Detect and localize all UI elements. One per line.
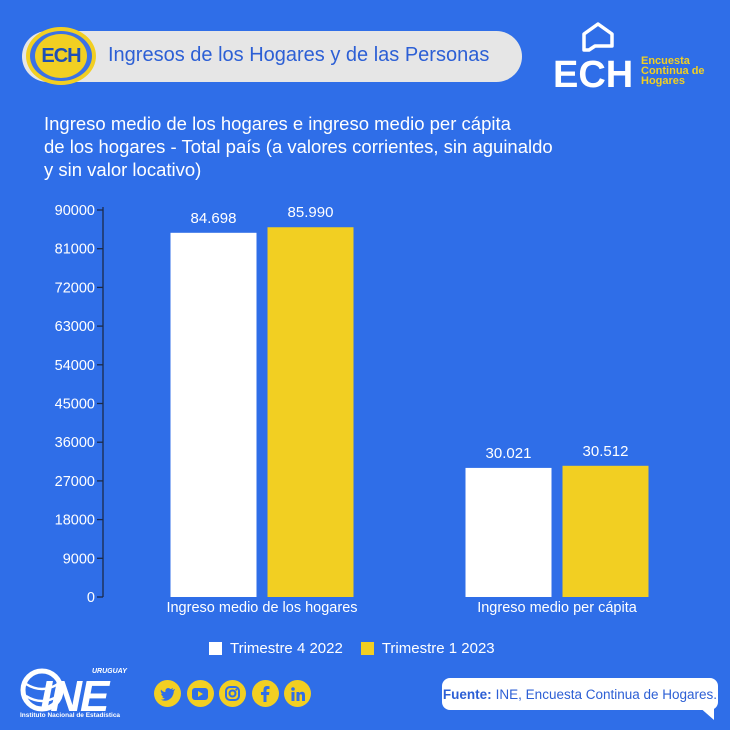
source-box: Fuente: INE, Encuesta Continua de Hogare… (442, 678, 718, 710)
chart-title-line: de los hogares - Total país (a valores c… (44, 136, 553, 157)
bar (170, 232, 257, 598)
y-tick-label: 72000 (55, 280, 95, 296)
linkedin-icon[interactable] (284, 680, 311, 707)
logo-subtitle: Encuesta Continua de Hogares (641, 55, 705, 87)
facebook-icon[interactable] (251, 680, 279, 707)
chart-title-line: Ingreso medio de los hogares e ingreso m… (44, 113, 511, 134)
header-title: Ingresos de los Hogares y de las Persona… (108, 44, 490, 66)
ine-logo-icon (20, 668, 64, 712)
data-label: 30.021 (486, 445, 532, 462)
legend-swatch (209, 642, 222, 655)
twitter-icon[interactable] (154, 680, 181, 707)
social-links (154, 680, 317, 707)
ine-country: URUGUAY (92, 668, 127, 675)
bar (465, 467, 552, 597)
y-tick-label: 18000 (55, 513, 95, 529)
bar (562, 465, 649, 597)
data-label: 84.698 (191, 210, 237, 227)
legend-item: Trimestre 4 2022 (209, 640, 343, 657)
category-label: Ingreso medio per cápita (477, 600, 638, 616)
legend: Trimestre 4 2022 Trimestre 1 2023 (209, 640, 513, 657)
y-tick-label: 45000 (55, 397, 95, 413)
source-label: Fuente: (442, 686, 492, 702)
logo-text: ECH (553, 54, 634, 96)
header-pill (22, 31, 522, 82)
ech-badge-text: ECH (35, 34, 87, 78)
y-tick-label: 0 (87, 590, 95, 606)
y-tick-label: 27000 (55, 474, 95, 490)
y-tick-label: 54000 (55, 358, 95, 374)
ine-logo-text: INE (40, 672, 109, 721)
y-tick-label: 81000 (55, 242, 95, 258)
source-text: INE, Encuesta Continua de Hogares. (495, 686, 718, 702)
legend-item: Trimestre 1 2023 (360, 640, 495, 657)
y-tick-label: 63000 (55, 319, 95, 335)
category-label: Ingreso medio de los hogares (166, 600, 357, 616)
data-label: 30.512 (583, 443, 629, 460)
y-tick-label: 90000 (55, 203, 95, 219)
ech-badge: ECH (26, 27, 96, 85)
chart-title-line: y sin valor locativo) (44, 159, 202, 180)
chart-title: Ingreso medio de los hogares e ingreso m… (44, 112, 644, 181)
legend-swatch (360, 642, 374, 655)
house-icon (582, 22, 614, 52)
ech-logo: ECH Encuesta Continua de Hogares (553, 22, 713, 96)
youtube-icon[interactable] (186, 680, 214, 707)
data-label: 85.990 (288, 204, 334, 221)
legend-label: Trimestre 4 2022 (230, 640, 343, 657)
ine-full-name: Instituto Nacional de Estadística (20, 712, 121, 719)
instagram-icon[interactable] (219, 680, 246, 707)
legend-label: Trimestre 1 2023 (381, 640, 495, 657)
bar (267, 227, 354, 598)
source-box-tail (698, 706, 714, 720)
y-tick-label: 9000 (63, 551, 95, 567)
y-tick-label: 36000 (55, 435, 95, 451)
